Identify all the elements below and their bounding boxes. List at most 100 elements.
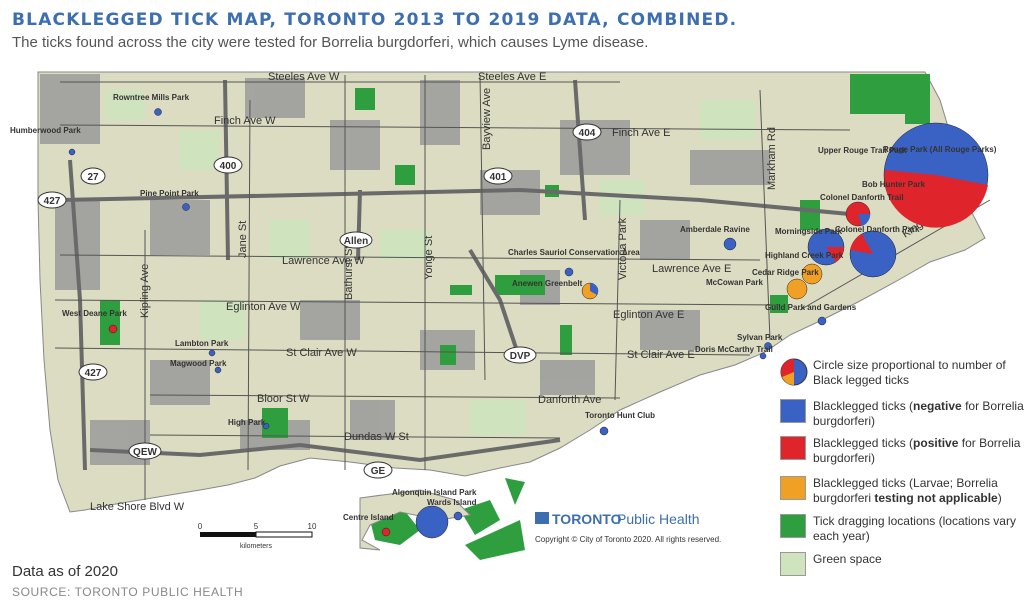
- scale-tick-0: 0: [198, 522, 203, 531]
- shield-404: 404: [579, 128, 596, 139]
- label-finch-w: Finch Ave W: [214, 115, 276, 127]
- label-jane: Jane St: [237, 221, 249, 258]
- label-kipling: Kipling Ave: [139, 264, 151, 318]
- tick-circle-highland-creek: [801, 263, 823, 285]
- tick-circle-amberdale: [723, 237, 737, 251]
- label-lambton: Lambton Park: [175, 339, 229, 348]
- label-mccowan: McCowan Park: [706, 278, 763, 287]
- map-title: BLACKLEGGED TICK MAP, TORONTO 2013 TO 20…: [12, 10, 738, 30]
- tick-circle-algonquin: [453, 511, 463, 521]
- label-sylvan: Sylvan Park: [737, 333, 783, 342]
- shield-27: 27: [87, 172, 99, 183]
- tick-circle-pine-point: [182, 203, 190, 211]
- label-bathurst: Bathurst St: [343, 246, 355, 300]
- label-markham: Markham Rd: [766, 127, 778, 190]
- legend-green-text: Green space: [813, 552, 882, 566]
- label-charles-sauriol: Charles Sauriol Conservation Area: [508, 248, 640, 257]
- brand-toronto: TORONTO: [552, 511, 622, 527]
- label-eglinton-e: Eglinton Ave E: [613, 309, 684, 321]
- label-eglinton-w: Eglinton Ave W: [226, 301, 301, 313]
- label-colonel-danforth-trail: Colonel Danforth Trail: [820, 193, 904, 202]
- scale-tick-10: 10: [308, 522, 317, 531]
- tick-circle-high-park: [262, 422, 270, 430]
- legend-positive-text: Blacklegged ticks (positive for Borrelia…: [813, 436, 1021, 465]
- label-colonel-danforth-park: Colonel Danforth Park: [835, 225, 920, 234]
- brand-copyright: Copyright © City of Toronto 2020. All ri…: [535, 535, 721, 544]
- label-danforth: Danforth Ave: [538, 394, 601, 406]
- toronto-logo-icon: [535, 512, 549, 524]
- legend-larvae-swatch: [780, 476, 806, 500]
- scale-bar: 0 5 10 kilometers: [198, 522, 317, 550]
- legend-green-swatch: [780, 552, 806, 576]
- label-upper-rouge: Upper Rouge Trail Park: [818, 146, 907, 155]
- legend-positive-swatch: [780, 436, 806, 460]
- label-west-deane: West Deane Park: [62, 309, 127, 318]
- label-rouge-all: Rouge Park (All Rouge Parks): [883, 145, 997, 154]
- legend-drag-text: Tick dragging locations (locations vary …: [813, 514, 1016, 543]
- label-humberwood: Humberwood Park: [10, 126, 81, 135]
- shield-427b: 427: [85, 368, 102, 379]
- shield-ge: GE: [371, 466, 386, 477]
- tick-circle-toronto-hunt: [599, 426, 609, 436]
- tick-circle-rowntree: [154, 108, 162, 116]
- tick-circle-centre-island: [381, 527, 391, 537]
- tick-circle-guild: [817, 316, 827, 326]
- label-lawrence-e: Lawrence Ave E: [652, 263, 731, 275]
- toronto-islands: [359, 489, 472, 551]
- tick-circle-doris: [759, 352, 767, 360]
- scale-unit: kilometers: [240, 543, 272, 550]
- label-finch-e: Finch Ave E: [612, 127, 671, 139]
- park-labels: Humberwood Park Rowntree Mills Park Pine…: [10, 93, 997, 522]
- tick-circle-sylvan: [764, 342, 772, 350]
- label-morningside: Morningside Park: [775, 227, 843, 236]
- label-pine-point: Pine Point Park: [140, 189, 199, 198]
- label-algonquin: Algonquin Island Park: [392, 488, 477, 497]
- source-note: SOURCE: TORONTO PUBLIC HEALTH: [12, 585, 244, 599]
- label-doris: Doris McCarthy Trail: [695, 345, 773, 354]
- tick-slice-colonel-danforth-trail-blue: [858, 214, 871, 226]
- tick-circle-humberwood: [68, 148, 76, 156]
- tick-circle-cedar-ridge: [786, 278, 808, 300]
- legend-negative-swatch: [780, 399, 806, 423]
- tick-circle-magwood: [214, 366, 222, 374]
- tick-slice-anewen-blue: [590, 282, 599, 295]
- tick-circle-wards-island: [415, 505, 449, 539]
- label-cedar-ridge: Cedar Ridge Park: [752, 268, 819, 277]
- tick-slice-colonel-danforth-park-red: [850, 234, 873, 254]
- tick-drag-locations: [100, 74, 930, 560]
- label-steeles-w: Steeles Ave W: [268, 71, 340, 83]
- tick-circle-lambton: [208, 349, 216, 357]
- highway-shields: 27 427 427 400 401 404 Allen DVP QEW GE: [37, 123, 602, 479]
- tick-circles: [68, 108, 989, 539]
- label-anewen: Anewen Greenbelt: [512, 279, 583, 288]
- label-rowntree: Rowntree Mills Park: [113, 93, 190, 102]
- label-toronto-hunt: Toronto Hunt Club: [585, 411, 655, 420]
- legend-drag-swatch: [780, 514, 806, 538]
- tick-slice-rouge-park-red: [884, 170, 988, 228]
- legend-size-text: Circle size proportional to number of Bl…: [813, 358, 1006, 387]
- data-as-of: Data as of 2020: [12, 563, 118, 580]
- brand-public-health: Public Health: [617, 511, 700, 527]
- label-stclair-e: St Clair Ave E: [627, 349, 695, 361]
- green-space-areas: [105, 90, 755, 435]
- shield-400: 400: [220, 161, 237, 172]
- map-subtitle: The ticks found across the city were tes…: [12, 34, 649, 51]
- label-centre-island: Centre Island: [343, 513, 394, 522]
- shield-401: 401: [490, 172, 507, 183]
- scale-tick-5: 5: [254, 522, 259, 531]
- shield-allen: Allen: [344, 236, 368, 247]
- label-lawrence-w: Lawrence Ave W: [282, 255, 365, 267]
- label-victoria-park: Victoria Park: [617, 217, 629, 280]
- label-magwood: Magwood Park: [170, 359, 227, 368]
- label-yonge: Yonge St: [423, 236, 435, 280]
- legend-negative-text: Blacklegged ticks (negative for Borrelia…: [813, 399, 1024, 428]
- legend-larvae-text: Blacklegged ticks (Larvae; Borrelia burg…: [813, 476, 1002, 505]
- label-stclair-w: St Clair Ave W: [286, 347, 357, 359]
- shield-427: 427: [44, 196, 61, 207]
- arterial-roads: [54, 74, 991, 500]
- shield-qew: QEW: [133, 447, 157, 458]
- label-amberdale: Amberdale Ravine: [680, 225, 750, 234]
- tick-circle-west-deane: [108, 324, 118, 334]
- tick-slice-morningside-red: [826, 247, 844, 262]
